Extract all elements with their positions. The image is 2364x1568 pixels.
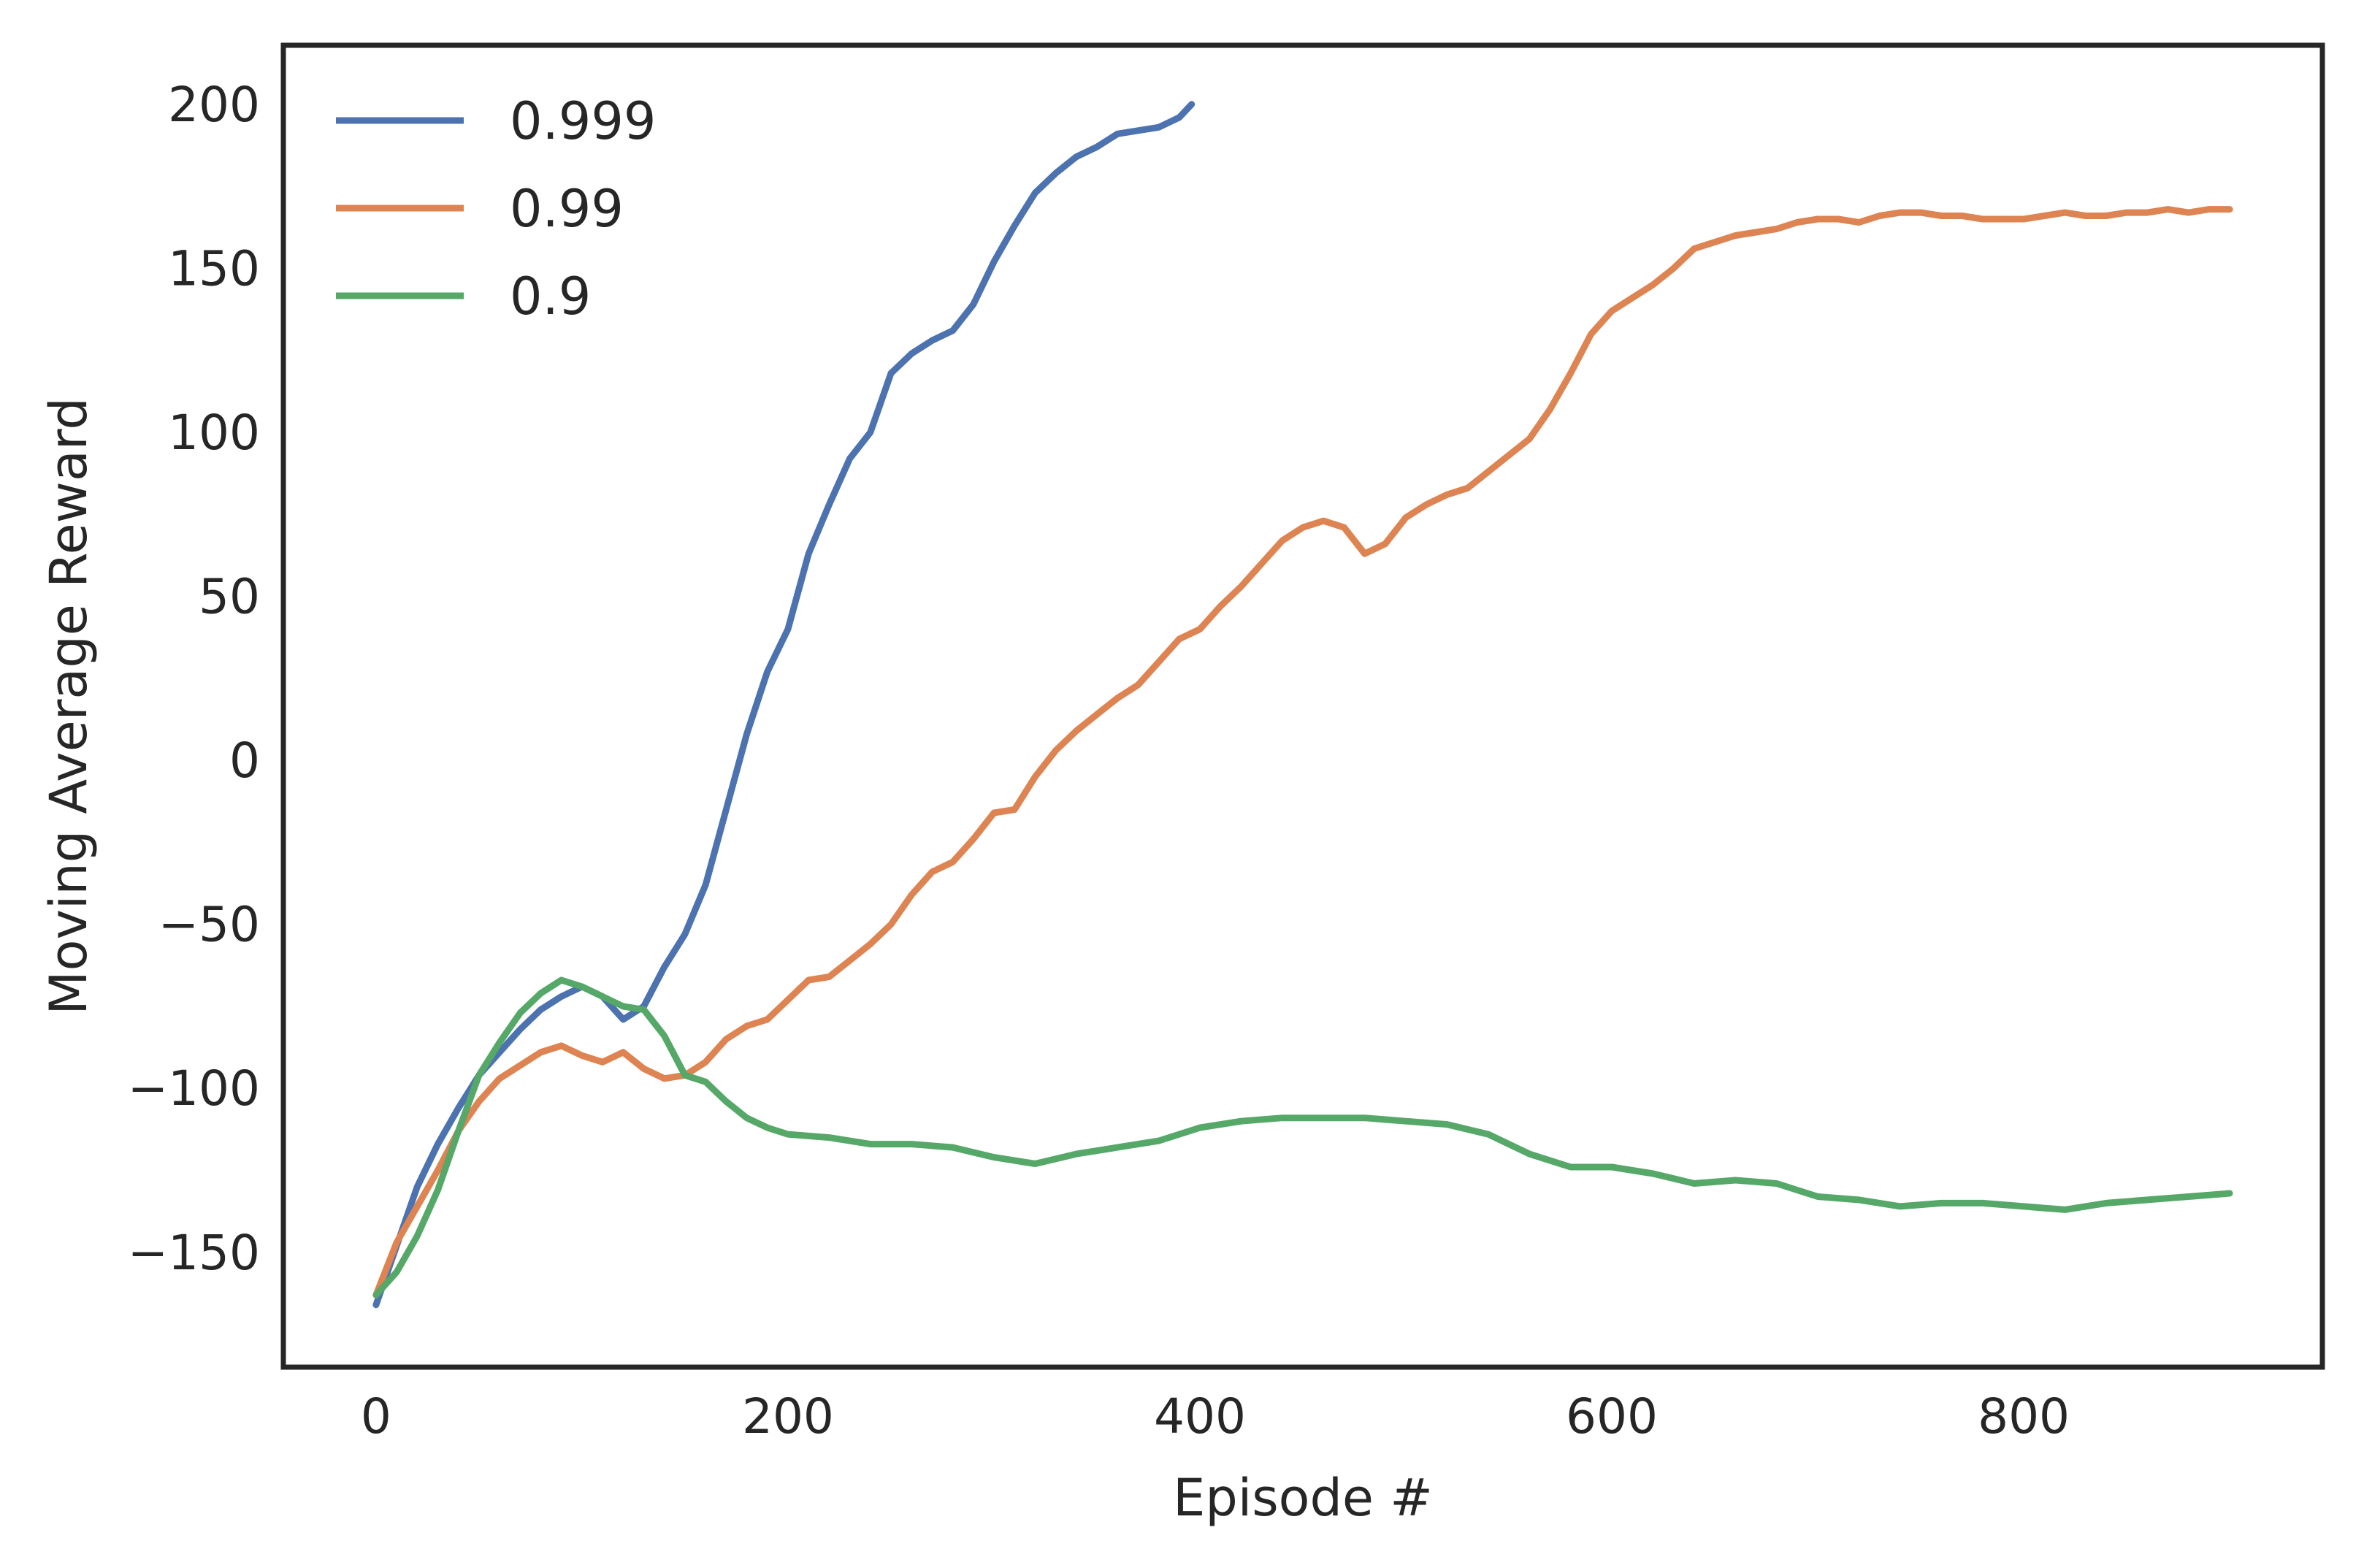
- plot-frame: [280, 42, 2325, 1370]
- legend-label: 0.999: [510, 91, 656, 151]
- x-tick-label: 0: [361, 1388, 391, 1445]
- y-tick-label: 200: [168, 77, 260, 133]
- series-line-0-99: [372, 206, 2233, 1299]
- legend-label: 0.99: [510, 179, 624, 239]
- x-tick-label: 800: [1978, 1388, 2070, 1445]
- x-axis-label: Episode #: [1173, 1468, 1433, 1528]
- y-tick-label: 150: [168, 240, 260, 297]
- legend-label: 0.9: [510, 267, 591, 326]
- x-tick-label: 400: [1154, 1388, 1246, 1445]
- x-axis-ticks: 0 200 400 600 800: [361, 1388, 2070, 1445]
- legend: 0.999 0.99 0.9: [336, 91, 656, 326]
- y-tick-label: −150: [128, 1225, 260, 1281]
- series-line-0-999: [372, 101, 1196, 1309]
- x-tick-label: 600: [1566, 1388, 1658, 1445]
- y-tick-label: 100: [168, 405, 260, 461]
- y-tick-label: 50: [199, 569, 260, 625]
- series-layer: [372, 101, 2233, 1309]
- series-line-0-9: [372, 976, 2233, 1299]
- y-axis-label: Moving Average Reward: [39, 397, 99, 1015]
- y-tick-label: −50: [158, 897, 260, 953]
- x-tick-label: 200: [742, 1388, 834, 1445]
- y-tick-label: −100: [128, 1060, 260, 1117]
- y-tick-label: 0: [229, 733, 260, 789]
- y-axis-ticks: −150 −100 −50 0 50 100 150 200: [128, 77, 260, 1281]
